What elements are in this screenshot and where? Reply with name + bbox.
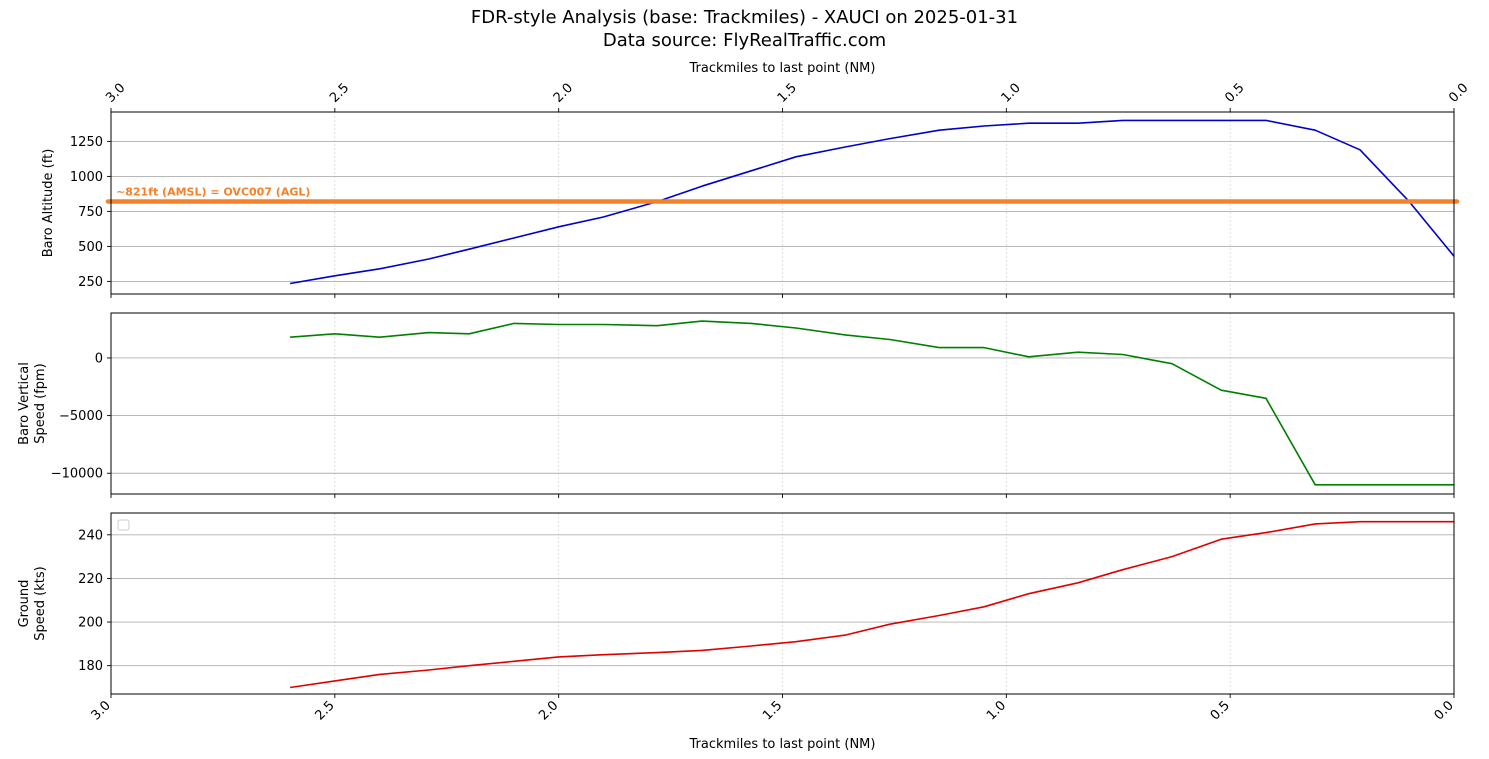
y-tick-label: −10000 [51, 467, 103, 482]
y-axis-label-line1: Ground [17, 580, 32, 628]
y-tick-label: 220 [78, 572, 103, 587]
panel-bottom: 180 200 220 240 Ground Speed (kts) 3.0 2.5 2.0 1.… [17, 512, 1457, 752]
y-tick-label: 250 [78, 275, 103, 290]
cloud-base-label: ~821ft (AMSL) = OVC007 (AGL) [116, 185, 310, 198]
top-x-tick-label: 2.0 [551, 81, 576, 106]
x-tick-label: 2.5 [312, 698, 337, 723]
series-line [289, 520, 1454, 689]
series-line [290, 320, 1454, 486]
x-tick-label: 0.0 [1432, 698, 1457, 723]
y-tick-label: 180 [78, 659, 103, 674]
series-line [289, 119, 1455, 285]
x-tick-label: 0.5 [1208, 698, 1233, 723]
y-tick-label: 1250 [70, 135, 103, 150]
y-axis-label-line1: Baro Vertical [17, 362, 32, 445]
panel-top: 250 500 750 1000 1250 ~821ft (AMSL) = OVC007 … [41, 61, 1471, 298]
y-tick-label: 240 [78, 528, 103, 543]
y-tick-label: 200 [78, 616, 103, 631]
x-tick-label: 1.0 [984, 698, 1009, 723]
panel-middle: 0 −5000 −10000 Baro Vertical Speed (fpm) [17, 312, 1455, 498]
axes-frame [110, 312, 1455, 495]
y-tick-label: 0 [95, 351, 103, 366]
x-tick-label: 1.5 [760, 698, 785, 723]
chart-subtitle: Data source: FlyRealTraffic.com [602, 30, 887, 51]
top-x-tick-label: 1.5 [775, 81, 800, 106]
y-axis-label-line2: Speed (fpm) [33, 363, 48, 444]
top-x-tick-label: 2.5 [327, 81, 352, 106]
x-tick-label: 3.0 [89, 698, 114, 723]
top-x-tick-label: 0.0 [1446, 81, 1471, 106]
top-x-tick-label: 3.0 [103, 81, 128, 106]
x-axis-label: Trackmiles to last point (NM) [689, 737, 876, 752]
y-axis-label-line2: Speed (kts) [33, 566, 48, 640]
top-x-axis-label: Trackmiles to last point (NM) [689, 61, 876, 76]
top-x-tick-label: 1.0 [999, 81, 1024, 106]
axes-frame [110, 512, 1455, 695]
y-tick-label: −5000 [59, 409, 103, 424]
legend-box [117, 519, 130, 531]
top-x-tick-label: 0.5 [1222, 81, 1247, 106]
chart-title: FDR-style Analysis (base: Trackmiles) - … [470, 7, 1019, 28]
y-axis-label: Baro Altitude (ft) [41, 149, 56, 258]
y-tick-label: 750 [78, 205, 103, 220]
y-tick-label: 1000 [70, 170, 103, 185]
x-tick-label: 2.0 [536, 698, 561, 723]
y-tick-label: 500 [78, 240, 103, 255]
